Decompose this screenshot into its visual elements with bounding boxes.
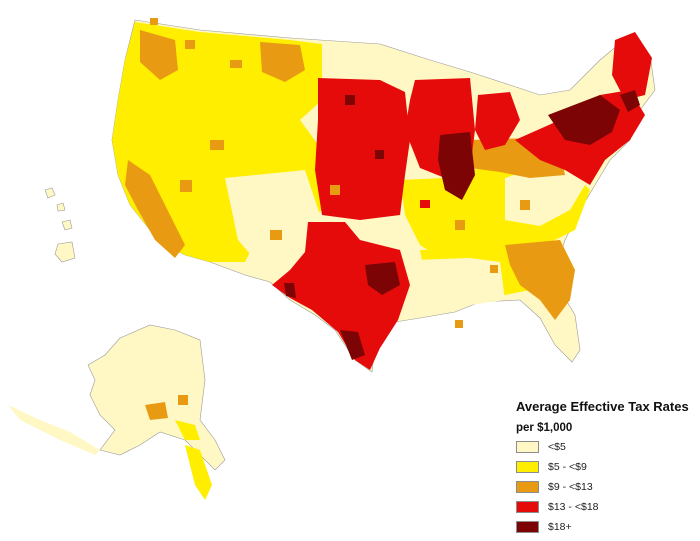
county-speck bbox=[270, 230, 282, 240]
county-speck bbox=[420, 200, 430, 208]
alaska-orange-2 bbox=[178, 395, 188, 405]
alaska bbox=[8, 324, 226, 500]
california-orange bbox=[125, 160, 185, 258]
legend-swatch bbox=[516, 480, 539, 493]
legend-label: <$5 bbox=[548, 440, 566, 453]
county-speck bbox=[455, 320, 463, 328]
texas-red bbox=[272, 222, 410, 370]
hawaii-kauai bbox=[44, 187, 56, 199]
county-speck bbox=[455, 220, 465, 230]
four-corners-pale bbox=[225, 170, 320, 268]
hawaii-oahu bbox=[56, 202, 66, 212]
southeast-orange bbox=[505, 240, 575, 320]
alaska-aleutians bbox=[8, 405, 100, 455]
map-legend: Average Effective Tax Rates per $1,000 <… bbox=[516, 398, 696, 536]
hawaii-big-island bbox=[54, 241, 76, 263]
legend-item: $9 - <$13 bbox=[516, 477, 696, 496]
legend-label: $13 - <$18 bbox=[548, 500, 599, 513]
new-england-darkred bbox=[620, 90, 640, 112]
montana-orange bbox=[260, 42, 305, 82]
legend-label: $5 - <$9 bbox=[548, 460, 587, 473]
legend-item: $18+ bbox=[516, 517, 696, 536]
county-speck bbox=[375, 150, 384, 159]
west-texas-darkred bbox=[284, 283, 296, 298]
alaska-panhandle bbox=[185, 445, 212, 500]
contiguous-us bbox=[111, 18, 656, 373]
county-speck bbox=[330, 185, 340, 195]
legend-swatch bbox=[516, 440, 539, 453]
northwest-orange bbox=[140, 30, 178, 80]
alaska-orange bbox=[145, 402, 168, 420]
county-speck bbox=[230, 60, 242, 68]
texas-darkred bbox=[365, 262, 400, 295]
legend-items: <$5 $5 - <$9 $9 - <$13 $13 - <$18 $18+ bbox=[516, 437, 696, 536]
hawaii bbox=[44, 187, 76, 263]
hawaii-maui bbox=[61, 219, 73, 231]
plains-red bbox=[315, 78, 410, 220]
legend-label: $18+ bbox=[548, 520, 572, 533]
legend-swatch bbox=[516, 520, 539, 533]
legend-title: Average Effective Tax Rates bbox=[516, 399, 689, 414]
legend-subtitle: per $1,000 bbox=[516, 422, 573, 434]
texas-coast-darkred bbox=[340, 330, 365, 360]
county-speck bbox=[180, 180, 192, 192]
legend-item: $13 - <$18 bbox=[516, 497, 696, 516]
legend-swatch bbox=[516, 460, 539, 473]
county-speck bbox=[345, 95, 355, 105]
maine-red bbox=[612, 32, 652, 100]
alaska-yellow bbox=[175, 420, 200, 440]
alaska-mainland bbox=[87, 324, 226, 471]
legend-label: $9 - <$13 bbox=[548, 480, 593, 493]
deep-south-pale bbox=[415, 258, 505, 316]
legend-item: $5 - <$9 bbox=[516, 457, 696, 476]
county-speck bbox=[490, 265, 498, 273]
county-speck bbox=[520, 200, 530, 210]
county-speck bbox=[210, 140, 224, 150]
new-york-darkred bbox=[548, 95, 620, 145]
county-speck bbox=[150, 18, 158, 25]
legend-item: <$5 bbox=[516, 437, 696, 456]
legend-swatch bbox=[516, 500, 539, 513]
michigan-red bbox=[475, 92, 520, 150]
illinois-darkred bbox=[438, 132, 475, 200]
county-speck bbox=[185, 40, 195, 49]
